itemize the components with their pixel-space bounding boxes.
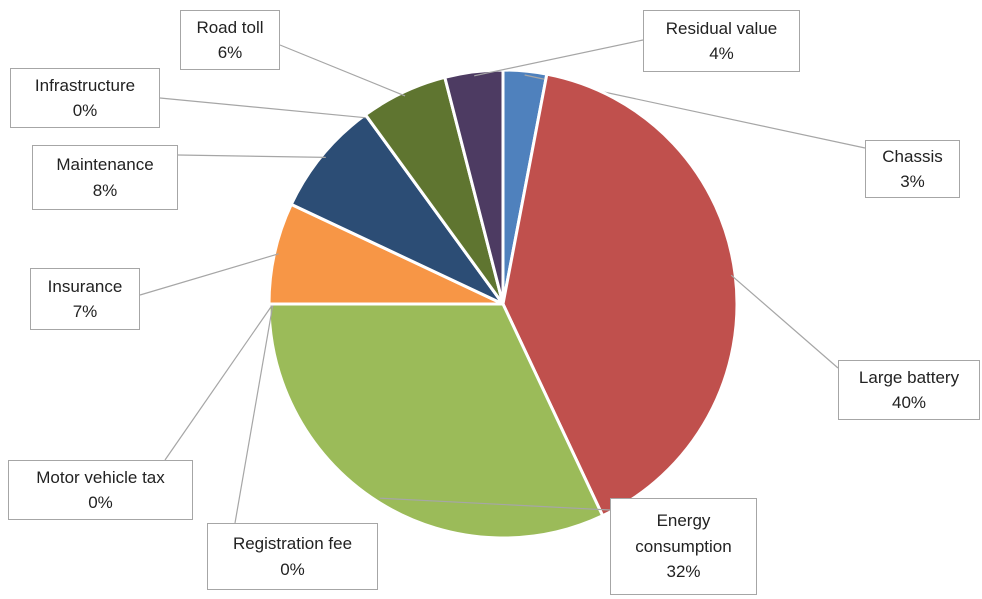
leader-line [730, 274, 839, 369]
leader-line [139, 253, 279, 296]
data-label: Large battery 40% [838, 360, 980, 420]
label-value: 0% [280, 559, 305, 579]
label-name: Chassis [882, 146, 943, 166]
label-name: Maintenance [56, 155, 154, 174]
label-name: Road toll [196, 17, 264, 37]
leader-line [159, 97, 368, 119]
label-name: Infrastructure [34, 75, 136, 95]
leader-line [279, 44, 406, 97]
data-label: Insurance 7% [30, 268, 140, 330]
label-value: 4% [709, 44, 734, 63]
label-value: 3% [900, 172, 925, 191]
data-label: Energy consumption 32% [610, 498, 757, 595]
label-name: Energy consumption [635, 511, 732, 556]
label-value: 0% [72, 101, 98, 120]
leader-line [177, 154, 326, 158]
pie-slice [267, 302, 605, 540]
data-label: Maintenance 8% [32, 145, 178, 210]
label-name: Motor vehicle tax [36, 467, 165, 487]
label-value: 0% [88, 493, 113, 512]
leader-line [234, 303, 274, 524]
leader-line [379, 497, 611, 511]
pie-slice [501, 72, 739, 518]
pie-slice [267, 202, 504, 306]
data-label: Registration fee 0% [207, 523, 378, 590]
data-label: Infrastructure 0% [10, 68, 160, 128]
label-name: Large battery [858, 367, 960, 387]
label-value: 40% [891, 393, 927, 412]
label-value: 8% [92, 180, 118, 200]
label-value: 6% [217, 43, 243, 62]
data-label: Road toll 6% [180, 10, 280, 70]
label-name: Registration fee [232, 534, 353, 553]
leader-line [474, 39, 644, 77]
data-label: Chassis 3% [865, 140, 960, 198]
label-value: 32% [666, 562, 701, 582]
leader-line [164, 303, 274, 461]
label-name: Insurance [47, 276, 123, 296]
label-name: Residual value [665, 18, 778, 38]
data-label: Motor vehicle tax 0% [8, 460, 193, 520]
label-value: 7% [72, 302, 98, 321]
data-label: Residual value 4% [643, 10, 800, 72]
